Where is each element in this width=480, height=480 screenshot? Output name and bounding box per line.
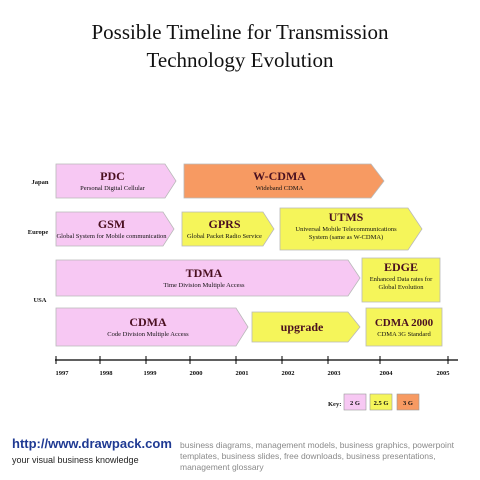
tech-description: Enhanced Data rates for: [370, 276, 433, 283]
diagram-title: Possible Timeline for Transmission Techn…: [0, 18, 480, 74]
tech-bar-cdma: CDMA Code Division Multiple Access: [55, 307, 249, 347]
tech-bar-shape: [365, 307, 443, 347]
region-labels: Japan Europe USA: [28, 179, 49, 304]
tech-bar-shape: [361, 257, 441, 303]
tech-bar-shape: [279, 207, 423, 251]
tech-name: TDMA: [186, 266, 223, 280]
title-line-1: Possible Timeline for Transmission: [91, 20, 389, 44]
tech-bar-shape: [183, 163, 385, 199]
legend-label: Key:: [328, 401, 341, 408]
tech-name: UTMS: [329, 210, 364, 224]
year-labels: 1997 1998 1999 2000 2001 2002 2003 2004 2005: [56, 370, 451, 377]
technology-bars: PDC Personal Digital Cellular W-CDMA Wideba…: [55, 163, 443, 347]
tech-bar-w-cdma: W-CDMA Wideband CDMA: [183, 163, 385, 199]
legend-swatch: [343, 393, 367, 411]
footer-description: business diagrams, management models, bu…: [180, 440, 455, 472]
tech-description: Time Division Multiple Access: [163, 282, 245, 289]
footer-url[interactable]: http://www.drawpack.com: [12, 436, 172, 451]
tech-bar-gsm: GSM Global System for Mobile communicatio…: [55, 211, 175, 247]
tech-bar-upgrade: upgrade: [251, 311, 361, 343]
year-label-2004: 2004: [380, 370, 394, 377]
legend-item-25g: 2.5 G: [369, 393, 393, 411]
timeline-diagram: Japan Europe USA PDC Personal Digital Cel…: [28, 163, 458, 411]
year-label-2005: 2005: [437, 370, 451, 377]
legend: Key: 2 G 2.5 G 3 G: [328, 393, 420, 411]
tech-description: Wideband CDMA: [256, 185, 304, 192]
tech-description: Global System for Mobile communication: [56, 233, 167, 240]
tech-name: W-CDMA: [253, 169, 306, 183]
tech-name: upgrade: [281, 320, 324, 334]
tech-description: Personal Digital Cellular: [80, 185, 145, 192]
tech-name: CDMA 2000: [375, 317, 434, 329]
tech-description: Global Evolution: [379, 284, 425, 291]
tech-bar-pdc: PDC Personal Digital Cellular: [55, 163, 177, 199]
tech-name: PDC: [100, 169, 125, 183]
tech-bar-shape: [181, 211, 275, 247]
year-label-2000: 2000: [190, 370, 203, 377]
tech-name: EDGE: [384, 260, 418, 274]
year-label-1999: 1999: [144, 370, 158, 377]
tech-name: CDMA: [129, 315, 167, 329]
legend-items: 2 G 2.5 G 3 G: [343, 393, 420, 411]
axis-ticks: [55, 356, 449, 364]
tech-bar-shape: [55, 307, 249, 347]
tech-description: Universal Mobile Telecommunications: [295, 226, 397, 233]
tech-bar-tdma: TDMA Time Division Multiple Access: [55, 259, 361, 297]
tech-description: Code Division Multiple Access: [107, 331, 189, 338]
tech-bar-gprs: GPRS Global Packet Radio Service: [181, 211, 275, 247]
legend-swatch: [396, 393, 420, 411]
year-label-2001: 2001: [236, 370, 249, 377]
legend-text: 3 G: [403, 400, 413, 407]
tech-bar-cdma-2000: CDMA 2000 CDMA 3G Standard: [365, 307, 443, 347]
tech-name: GPRS: [208, 217, 240, 231]
tech-bar-shape: [251, 311, 361, 343]
region-label-europe: Europe: [28, 229, 49, 236]
tech-bar-shape: [55, 211, 175, 247]
legend-swatch: [369, 393, 393, 411]
year-label-1998: 1998: [100, 370, 114, 377]
year-label-2003: 2003: [328, 370, 342, 377]
tech-description: Global Packet Radio Service: [187, 233, 262, 240]
legend-text: 2 G: [350, 400, 360, 407]
title-line-2: Technology Evolution: [146, 48, 334, 72]
legend-item-2g: 2 G: [343, 393, 367, 411]
tech-bar-shape: [55, 163, 177, 199]
tech-bar-shape: [55, 259, 361, 297]
tech-name: GSM: [98, 217, 125, 231]
legend-item-3g: 3 G: [396, 393, 420, 411]
year-label-1997: 1997: [56, 370, 70, 377]
tech-bar-utms: UTMS Universal Mobile TelecommunicationsS…: [279, 207, 423, 251]
timeline-axis: 1997 1998 1999 2000 2001 2002 2003 2004 2005: [55, 356, 458, 377]
legend-text: 2.5 G: [374, 400, 389, 407]
tech-description: System (same as W-CDMA): [309, 234, 383, 241]
footer-tagline: your visual business knowledge: [12, 455, 139, 465]
tech-description: CDMA 3G Standard: [377, 331, 431, 338]
region-label-usa: USA: [33, 297, 46, 304]
region-label-japan: Japan: [32, 179, 49, 186]
year-label-2002: 2002: [282, 370, 295, 377]
